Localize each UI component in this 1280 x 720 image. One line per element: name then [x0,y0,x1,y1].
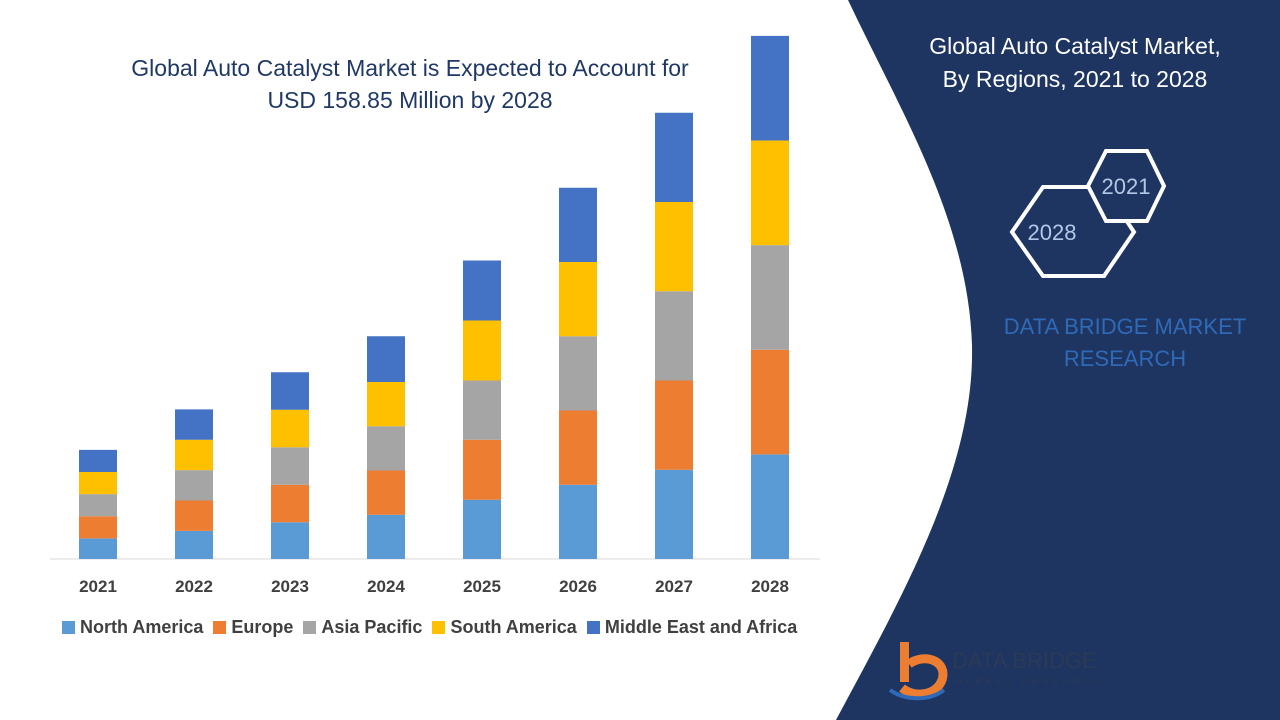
bar-segment-2028-middle-east-and-africa [751,35,789,141]
legend-swatch [213,621,227,634]
x-tick-label-2025: 2025 [463,577,501,596]
bar-segment-2022-north-america [175,530,213,559]
logo-name: DATA BRIDGE [952,648,1097,673]
x-tick-label-2024: 2024 [367,577,405,596]
bar-segment-2028-south-america [751,140,789,246]
bar-segment-2023-north-america [271,522,309,559]
badge-start-year: 2021 [1102,174,1151,199]
chart-title-line-1: Global Auto Catalyst Market is Expected … [131,55,689,81]
bar-segment-2022-asia-pacific [175,470,213,501]
x-tick-label-2021: 2021 [79,577,117,596]
legend-swatch [586,621,600,634]
bar-segment-2024-asia-pacific [367,426,405,471]
bar-segment-2027-europe [655,380,693,470]
bar-segment-2025-asia-pacific [463,380,501,440]
bar-segment-2021-north-america [79,538,117,559]
bar-segment-2024-south-america [367,382,405,427]
legend-swatch [62,621,75,634]
bar-segment-2027-south-america [655,202,693,292]
side-panel-background [836,0,1280,720]
bars-group [79,35,789,559]
bar-segment-2022-south-america [175,439,213,471]
x-tick-label-2027: 2027 [655,577,693,596]
legend-swatch [432,621,446,634]
chart-title-line-2: USD 158.85 Million by 2028 [267,87,553,113]
legend-item-middle-east-and-africa: Middle East and Africa [586,617,798,638]
bar-segment-2025-middle-east-and-africa [463,260,501,321]
bar-segment-2026-north-america [559,484,597,559]
bar-segment-2027-north-america [655,469,693,559]
legend-item-north-america: North America [62,617,203,638]
bar-segment-2028-europe [751,349,789,455]
legend-item-south-america: South America [432,617,577,638]
bar-segment-2026-middle-east-and-africa [559,187,597,262]
bar-segment-2024-middle-east-and-africa [367,336,405,382]
legend-label: Europe [231,617,294,637]
legend-label: Middle East and Africa [604,617,798,637]
bar-segment-2025-north-america [463,499,501,559]
bar-segment-2028-asia-pacific [751,245,789,350]
bar-segment-2026-south-america [559,262,597,337]
bar-segment-2022-middle-east-and-africa [175,409,213,440]
bar-segment-2026-europe [559,410,597,485]
legend-item-asia-pacific: Asia Pacific [303,617,422,638]
bar-segment-2024-north-america [367,514,405,559]
x-tick-label-2022: 2022 [175,577,213,596]
x-tick-label-2028: 2028 [751,577,789,596]
company-logo: DATA BRIDGE MARKET RESEARCH [886,640,1116,710]
bar-segment-2022-europe [175,500,213,531]
bar-segment-2023-europe [271,484,309,523]
bar-segment-2021-middle-east-and-africa [79,449,117,472]
x-tick-labels: 2021 2022 2023 2024 2025 2026 2027 2028 [79,577,789,596]
brand-text-line-2: RESEARCH [1063,346,1187,371]
chart-legend: North America Europe Asia Pacific South Ame… [62,617,842,638]
bar-segment-2021-europe [79,516,117,539]
bar-segment-2027-asia-pacific [655,291,693,381]
brand-text-line-1: DATA BRIDGE MARKET [1003,314,1247,339]
side-panel-heading-line-1: Global Auto Catalyst Market, [929,33,1221,59]
chart-title: Global Auto Catalyst Market is Expected … [90,52,730,116]
bar-segment-2028-north-america [751,454,789,559]
bar-segment-2025-europe [463,439,501,500]
stacked-bar-chart: 2021 2022 2023 2024 2025 2026 2027 2028 [50,35,820,596]
x-tick-label-2023: 2023 [271,577,309,596]
legend-label: Asia Pacific [321,617,423,637]
bar-segment-2023-south-america [271,409,309,448]
x-tick-label-2026: 2026 [559,577,597,596]
bar-segment-2027-middle-east-and-africa [655,112,693,202]
legend-label: North America [80,617,204,637]
bar-segment-2021-asia-pacific [79,494,117,517]
bar-segment-2023-middle-east-and-africa [271,372,309,410]
legend-label: South America [450,617,577,637]
side-panel-heading: Global Auto Catalyst Market, By Regions,… [900,30,1250,96]
bar-segment-2025-south-america [463,320,501,381]
hexagon-2021-icon [1085,149,1167,223]
bar-segment-2023-asia-pacific [271,447,309,485]
bar-segment-2021-south-america [79,472,117,495]
bar-segment-2026-asia-pacific [559,336,597,411]
legend-swatch [303,621,317,634]
legend-item-europe: Europe [213,617,293,638]
logo-subtitle: MARKET RESEARCH [954,676,1104,686]
brand-text: DATA BRIDGE MARKET RESEARCH [985,311,1265,375]
side-panel-heading-line-2: By Regions, 2021 to 2028 [942,66,1208,92]
bar-segment-2024-europe [367,470,405,515]
logo-mark-icon [888,642,948,701]
badge-end-year: 2028 [1028,220,1077,245]
